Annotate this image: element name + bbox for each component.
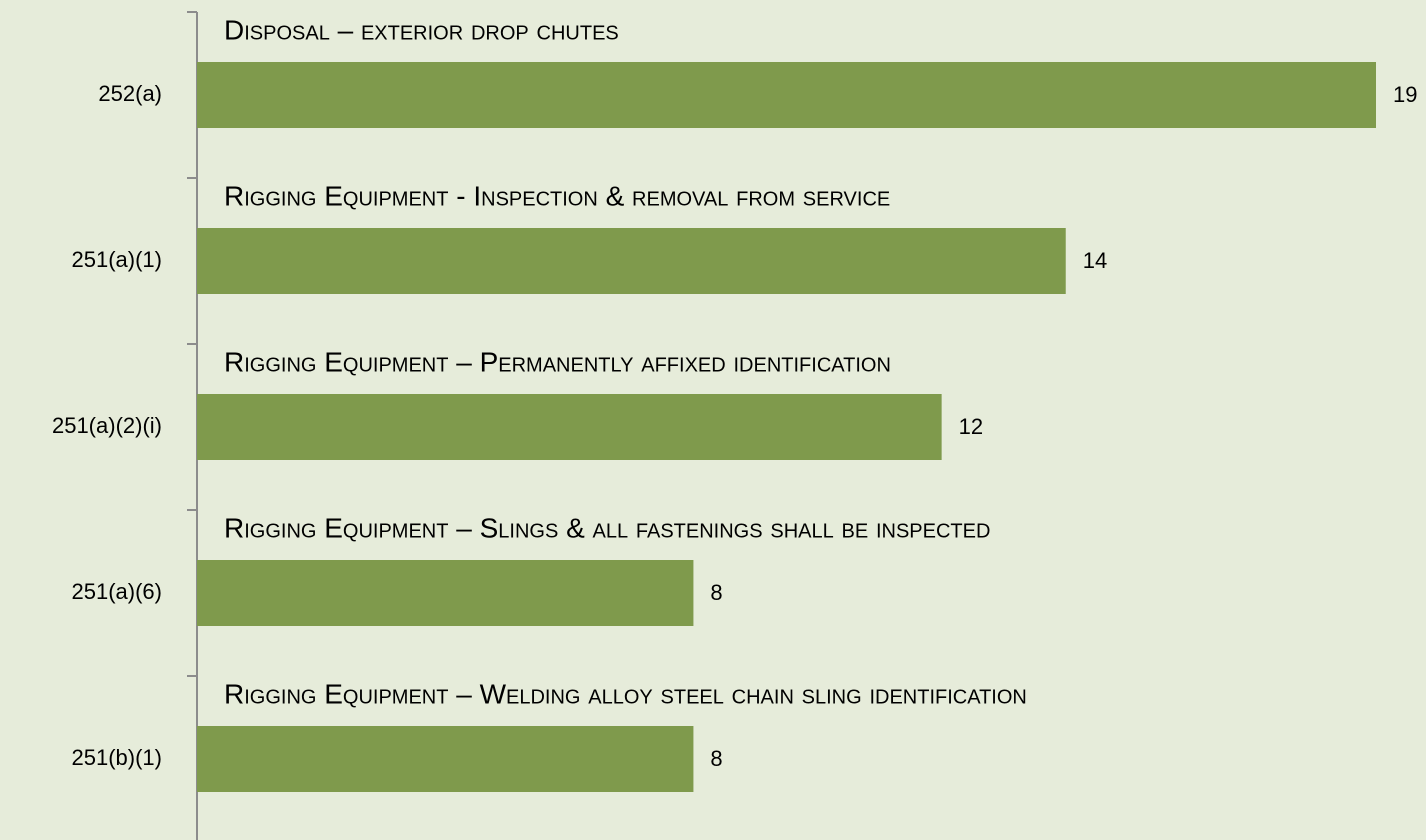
annotation: Disposal – exterior drop chutes: [224, 14, 619, 45]
category-label: 252(a): [98, 81, 162, 106]
category-label: 251(a)(2)(i): [52, 413, 162, 438]
annotation: Rigging Equipment - Inspection & removal…: [224, 180, 890, 211]
category-label: 251(a)(6): [72, 579, 162, 604]
value-label: 14: [1083, 248, 1107, 273]
annotation: Rigging Equipment – Permanently affixed …: [224, 346, 891, 377]
bar: [197, 394, 942, 460]
bar: [197, 560, 694, 626]
value-label: 8: [710, 746, 722, 771]
annotation: Rigging Equipment – Welding alloy steel …: [224, 678, 1027, 709]
category-label: 251(b)(1): [72, 745, 162, 770]
value-label: 19: [1393, 82, 1417, 107]
value-label: 12: [959, 414, 983, 439]
bar: [197, 726, 694, 792]
category-label: 251(a)(1): [72, 247, 162, 272]
bar: [197, 228, 1066, 294]
value-label: 8: [710, 580, 722, 605]
bar: [197, 62, 1376, 128]
annotation: Rigging Equipment – Slings & all fasteni…: [224, 512, 990, 543]
